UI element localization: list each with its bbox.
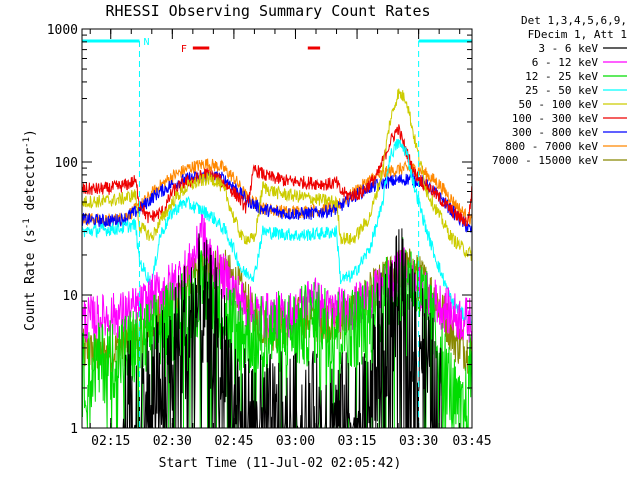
series-line-3-6-kev — [122, 228, 443, 428]
plot-area: NF — [82, 37, 472, 428]
y-tick-label: 1 — [70, 422, 78, 437]
series-group — [82, 88, 472, 428]
plot-frame — [81, 28, 473, 429]
chart-title: RHESSI Observing Summary Count Rates — [105, 2, 430, 20]
y-tick-label: 10 — [62, 289, 78, 304]
legend-label-300-800-kev: 300 - 800 keV — [512, 126, 598, 139]
legend-label-6-12-kev: 6 - 12 keV — [532, 56, 599, 69]
night-flag-label: N — [143, 37, 149, 48]
y-axis-label: Count Rate (s-1 detector-1) — [22, 129, 38, 331]
x-axis-label: Start Time (11-Jul-02 02:05:42) — [159, 456, 402, 471]
x-tick-label: 02:45 — [214, 434, 253, 449]
legend-label-3-6-kev: 3 - 6 keV — [538, 42, 598, 55]
x-tick-label: 03:00 — [276, 434, 315, 449]
legend-header-line-1: Det 1,3,4,5,6,9, — [521, 14, 627, 27]
y-tick-label: 100 — [55, 156, 78, 171]
y-tick-label: 1000 — [47, 23, 78, 38]
x-tick-label: 03:45 — [452, 434, 491, 449]
legend-label-7000-15000-kev: 7000 - 15000 keV — [492, 154, 598, 167]
series-line-300-800-kev — [82, 170, 472, 233]
legend-label-12-25-kev: 12 - 25 keV — [525, 70, 598, 83]
legend-label-100-300-kev: 100 - 300 keV — [512, 112, 598, 125]
series-line-50-100-kev — [82, 88, 472, 261]
legend-label-25-50-kev: 25 - 50 keV — [525, 84, 598, 97]
y-axis-label-exp1: -1 — [22, 218, 32, 229]
axes: 1 10 100 1000 02:15 02:30 02:45 03:00 03:15 03:30… — [47, 23, 492, 449]
x-tick-label: 02:15 — [91, 434, 130, 449]
x-tick-label: 03:15 — [337, 434, 376, 449]
legend-label-50-100-kev: 50 - 100 keV — [519, 98, 599, 111]
series-line-800-7000-kev — [82, 158, 472, 227]
x-tick-label: 02:30 — [153, 434, 192, 449]
legend-header-line-2: FDecim 1, Att 1 — [528, 28, 627, 41]
flare-flag-label: F — [181, 44, 187, 55]
y-axis-label-exp2: -1 — [22, 137, 32, 148]
y-axis-label-base: Count Rate (s — [23, 229, 38, 331]
legend-label-800-7000-kev: 800 - 7000 keV — [505, 140, 598, 153]
x-tick-label: 03:30 — [399, 434, 438, 449]
y-axis-label-mid: detector — [23, 148, 38, 219]
series-line-25-50-kev — [82, 138, 472, 325]
y-axis-label-end: ) — [23, 129, 38, 137]
